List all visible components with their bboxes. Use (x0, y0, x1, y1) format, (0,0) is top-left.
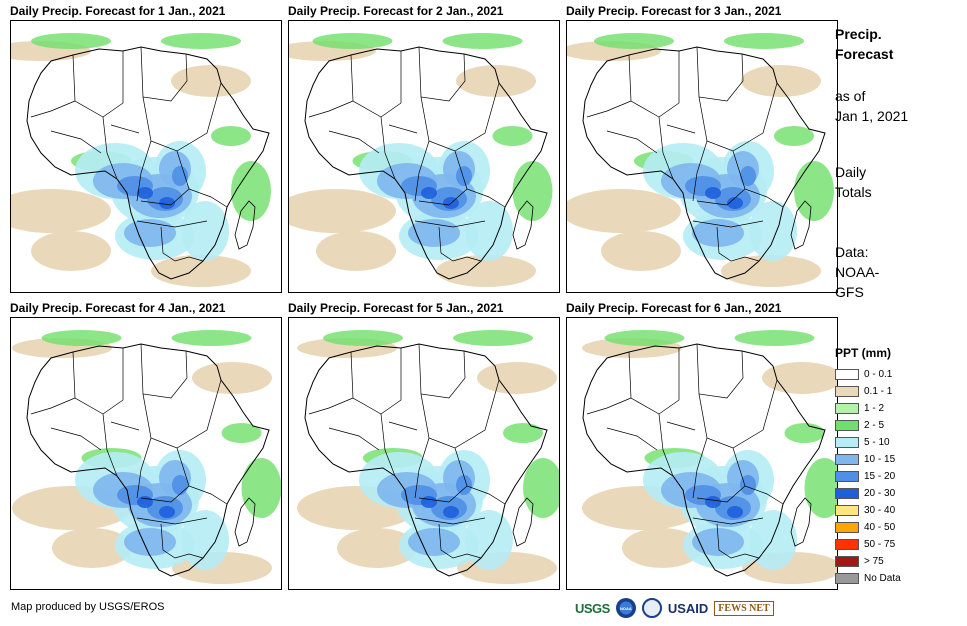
data-source: Data: NOAA- GFS (835, 242, 879, 302)
legend-swatch (835, 454, 859, 465)
legend-item: 0.1 - 1 (835, 383, 901, 400)
map-panel-5: Daily Precip. Forecast for 5 Jan., 2021 (288, 301, 560, 590)
legend-swatch (835, 471, 859, 482)
legend-label: 30 - 40 (864, 505, 896, 516)
legend-item: 40 - 50 (835, 519, 901, 536)
forecast-map (566, 20, 838, 293)
as-of-date: as of Jan 1, 2021 (835, 86, 908, 126)
forecast-map (10, 317, 282, 590)
panel-title: Daily Precip. Forecast for 1 Jan., 2021 (10, 4, 226, 18)
legend-swatch (835, 488, 859, 499)
sidebar-title-line: Precip. (835, 26, 882, 42)
legend-label: 5 - 10 (864, 437, 890, 448)
legend-label: 50 - 75 (864, 539, 896, 550)
usgs-logo: USGS (575, 600, 610, 616)
source-line: GFS (835, 284, 864, 300)
map-panel-1: Daily Precip. Forecast for 1 Jan., 2021 (10, 4, 282, 293)
legend-swatch (835, 437, 859, 448)
as-of-value: Jan 1, 2021 (835, 108, 909, 124)
legend-item: 1 - 2 (835, 400, 901, 417)
noaa-logo: NOAA (615, 598, 636, 618)
logo-bar: USGS NOAA USAID FEWS NET (575, 595, 774, 621)
legend-label: 20 - 30 (864, 488, 896, 499)
legend-swatch (835, 369, 859, 380)
legend-item: 30 - 40 (835, 502, 901, 519)
legend-swatch (835, 556, 859, 567)
legend-label: No Data (864, 573, 901, 584)
legend-label: 15 - 20 (864, 471, 896, 482)
map-credit: Map produced by USGS/EROS (11, 601, 165, 613)
forecast-map (10, 20, 282, 293)
legend-label: 10 - 15 (864, 454, 896, 465)
sidebar-title-line: Forecast (835, 46, 894, 62)
legend-item: 20 - 30 (835, 485, 901, 502)
legend-swatch (835, 403, 859, 414)
legend-label: > 75 (864, 556, 884, 567)
legend-item: 10 - 15 (835, 451, 901, 468)
map-panel-3: Daily Precip. Forecast for 3 Jan., 2021 (566, 4, 838, 293)
legend-label: 40 - 50 (864, 522, 896, 533)
panel-title: Daily Precip. Forecast for 6 Jan., 2021 (566, 301, 782, 315)
forecast-map (288, 20, 560, 293)
legend-item: 0 - 0.1 (835, 366, 901, 383)
legend-item: 5 - 10 (835, 434, 901, 451)
usaid-logo: USAID (667, 600, 709, 616)
legend-label: 0 - 0.1 (864, 369, 893, 380)
totals-line: Daily (835, 164, 867, 180)
legend-item: 50 - 75 (835, 536, 901, 553)
legend: 0 - 0.1 0.1 - 1 1 - 2 2 - 5 5 - 10 10 - 15 15 … (835, 366, 901, 587)
map-panel-6: Daily Precip. Forecast for 6 Jan., 2021 (566, 301, 838, 590)
legend-item: 15 - 20 (835, 468, 901, 485)
legend-swatch (835, 386, 859, 397)
fews-net-logo: FEWS NET (714, 600, 774, 616)
legend-swatch (835, 420, 859, 431)
map-panel-2: Daily Precip. Forecast for 2 Jan., 2021 (288, 4, 560, 293)
legend-label: 1 - 2 (864, 403, 885, 414)
totals-label: Daily Totals (835, 162, 872, 202)
sidebar-title: Precip. Forecast (835, 24, 893, 64)
as-of-label: as of (835, 88, 866, 104)
forecast-map (288, 317, 560, 590)
legend-swatch (835, 505, 859, 516)
source-line: NOAA- (835, 264, 880, 280)
legend-label: 0.1 - 1 (864, 386, 893, 397)
map-panel-4: Daily Precip. Forecast for 4 Jan., 2021 (10, 301, 282, 590)
source-line: Data: (835, 244, 869, 260)
legend-swatch (835, 573, 859, 584)
legend-swatch (835, 522, 859, 533)
totals-line: Totals (835, 184, 872, 200)
legend-item: > 75 (835, 553, 901, 570)
legend-title: PPT (mm) (835, 346, 892, 360)
legend-item: 2 - 5 (835, 417, 901, 434)
forecast-map (566, 317, 838, 590)
legend-swatch (835, 539, 859, 550)
panel-title: Daily Precip. Forecast for 5 Jan., 2021 (288, 301, 504, 315)
panel-title: Daily Precip. Forecast for 2 Jan., 2021 (288, 4, 504, 18)
panel-title: Daily Precip. Forecast for 4 Jan., 2021 (10, 301, 226, 315)
legend-item: No Data (835, 570, 901, 587)
dept-seal-icon (641, 598, 662, 618)
legend-label: 2 - 5 (864, 420, 885, 431)
panel-title: Daily Precip. Forecast for 3 Jan., 2021 (566, 4, 782, 18)
